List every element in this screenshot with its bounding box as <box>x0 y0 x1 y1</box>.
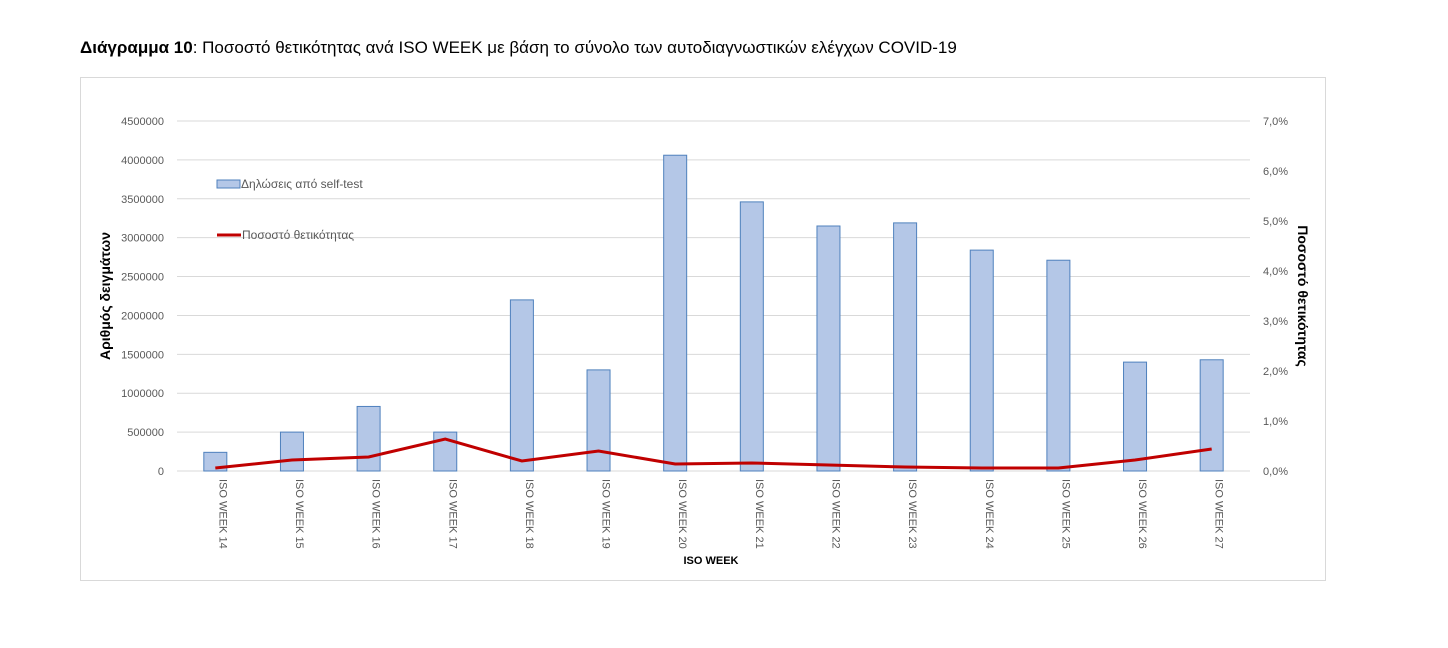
chart-frame <box>80 77 1326 581</box>
y-tick-label: 1500000 <box>121 349 164 361</box>
x-tick-label: ISO WEEK 19 <box>600 479 612 549</box>
bar <box>1123 361 1148 472</box>
y-tick-label: 2500000 <box>121 272 164 284</box>
x-tick-label: ISO WEEK 14 <box>216 479 228 549</box>
bar <box>509 299 534 472</box>
chart-title: Διάγραμμα 10: Ποσοστό θετικότητας ανά IS… <box>80 38 957 57</box>
y2-tick-label: 7,0% <box>1263 116 1288 128</box>
bar <box>586 369 611 472</box>
series-line <box>215 437 1212 470</box>
y2-axis-title: Ποσοστό θετικότητας <box>1295 225 1311 366</box>
x-tick-label: ISO WEEK 16 <box>370 479 382 549</box>
x-tick-label: ISO WEEK 24 <box>983 479 995 549</box>
x-tick-label: ISO WEEK 23 <box>906 479 918 549</box>
bar <box>1199 359 1224 472</box>
bar <box>739 201 764 472</box>
bar <box>1046 259 1071 472</box>
y-tick-label: 4500000 <box>121 116 164 128</box>
y-tick-label: 4000000 <box>121 155 164 167</box>
legend-bar-swatch <box>216 179 241 189</box>
x-tick-label: ISO WEEK 25 <box>1059 479 1071 549</box>
y-tick-label: 3500000 <box>121 194 164 206</box>
bar <box>816 225 841 472</box>
x-tick-label: ISO WEEK 15 <box>293 479 305 549</box>
x-tick-label: ISO WEEK 22 <box>829 479 841 549</box>
x-tick-label: ISO WEEK 17 <box>446 479 458 549</box>
y2-tick-label: 1,0% <box>1263 416 1288 428</box>
bar <box>279 431 304 472</box>
bar <box>969 249 994 472</box>
y2-tick-label: 0,0% <box>1263 466 1288 478</box>
legend-label-line: Ποσοστό θετικότητας <box>242 228 354 242</box>
y2-tick-label: 4,0% <box>1263 266 1288 278</box>
y-tick-label: 3000000 <box>121 233 164 245</box>
y-tick-label: 500000 <box>127 427 164 439</box>
x-tick-label: ISO WEEK 27 <box>1213 479 1225 549</box>
y-tick-label: 0 <box>158 466 164 478</box>
y2-tick-label: 3,0% <box>1263 316 1288 328</box>
y2-tick-label: 5,0% <box>1263 216 1288 228</box>
x-tick-label: ISO WEEK 18 <box>523 479 535 549</box>
y-tick-label: 2000000 <box>121 310 164 322</box>
y-axis-title: Αριθμός δειγμάτων <box>97 232 113 360</box>
x-axis-title: ISO WEEK <box>683 555 738 567</box>
x-tick-label: ISO WEEK 21 <box>753 479 765 549</box>
y-tick-label: 1000000 <box>121 388 164 400</box>
x-tick-label: ISO WEEK 20 <box>676 479 688 549</box>
legend-label-bars: Δηλώσεις από self-test <box>241 177 363 191</box>
y2-tick-label: 6,0% <box>1263 166 1288 178</box>
bar <box>893 222 918 472</box>
x-tick-label: ISO WEEK 26 <box>1136 479 1148 549</box>
bar <box>663 154 688 472</box>
y2-tick-label: 2,0% <box>1263 366 1288 378</box>
bar <box>356 405 381 472</box>
